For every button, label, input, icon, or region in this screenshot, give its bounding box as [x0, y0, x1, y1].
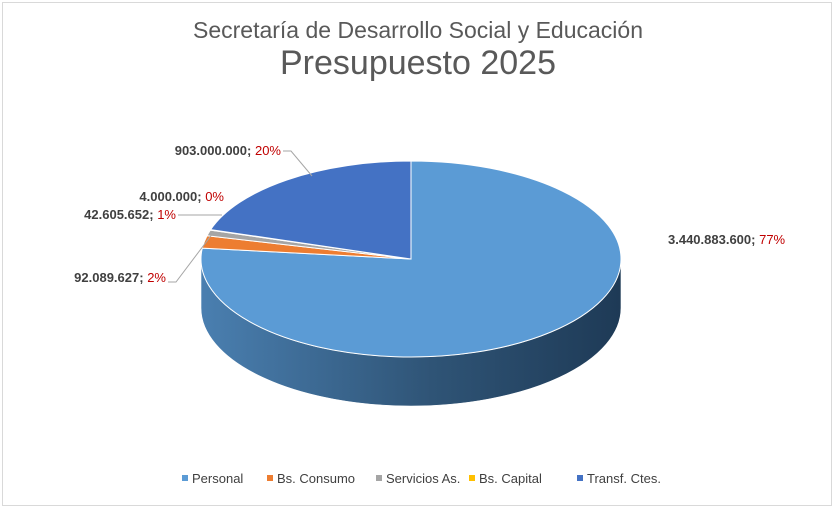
- data-label-percent: 20%: [255, 143, 281, 158]
- legend: Personal Bs. Consumo Servicios As. Bs. Capi…: [182, 471, 661, 486]
- legend-label: Personal: [192, 471, 243, 486]
- leader-line-transf-ctes: [283, 150, 313, 177]
- legend-item-servicios-as: Servicios As.: [376, 471, 460, 486]
- data-label-personal: 3.440.883.600; 77%: [668, 232, 786, 247]
- data-label-bs-capital: 4.000.000; 0%: [139, 189, 224, 204]
- leader-line-bs-consumo: [168, 232, 214, 283]
- data-label-separator: ;: [247, 143, 255, 158]
- legend-label: Transf. Ctes.: [587, 471, 661, 486]
- data-label-value: 903.000.000: [175, 143, 247, 158]
- chart-title: Secretaría de Desarrollo Social y Educac…: [192, 17, 643, 43]
- data-label-percent: 2%: [147, 270, 166, 285]
- data-label-percent: 77%: [759, 232, 785, 247]
- data-label-value: 3.440.883.600: [668, 232, 751, 247]
- data-label-value: 42.605.652: [84, 207, 149, 222]
- pie-top-group: [200, 160, 622, 358]
- pie-slice-personal: [200, 160, 622, 358]
- legend-label: Servicios As.: [386, 471, 460, 486]
- legend-item-bs-capital: Bs. Capital: [469, 471, 542, 486]
- legend-label: Bs. Capital: [479, 471, 542, 486]
- legend-swatch: [577, 475, 583, 481]
- data-label-servicios-as: 42.605.652; 1%: [84, 207, 176, 222]
- data-label-transf-ctes: 903.000.000; 20%: [175, 143, 282, 158]
- data-label-value: 4.000.000: [139, 189, 197, 204]
- chart-subtitle: Presupuesto 2025: [280, 44, 556, 82]
- legend-item-bs-consumo: Bs. Consumo: [267, 471, 355, 486]
- legend-item-transf-ctes: Transf. Ctes.: [577, 471, 661, 486]
- data-label-separator: ;: [751, 232, 759, 247]
- legend-swatch: [182, 475, 188, 481]
- legend-swatch: [469, 475, 475, 481]
- pie-slice-transf-ctes: [209, 160, 412, 260]
- data-label-percent: 0%: [205, 189, 224, 204]
- data-label-value: 92.089.627: [74, 270, 139, 285]
- legend-swatch: [376, 475, 382, 481]
- data-label-separator: ;: [139, 270, 147, 285]
- data-label-separator: ;: [149, 207, 157, 222]
- data-labels: 3.440.883.600; 77% 92.089.627; 2% 42.605.6…: [74, 143, 785, 285]
- legend-label: Bs. Consumo: [277, 471, 355, 486]
- data-label-bs-consumo: 92.089.627; 2%: [74, 270, 166, 285]
- legend-item-personal: Personal: [182, 471, 243, 486]
- data-label-percent: 1%: [157, 207, 176, 222]
- legend-swatch: [267, 475, 273, 481]
- data-label-separator: ;: [197, 189, 205, 204]
